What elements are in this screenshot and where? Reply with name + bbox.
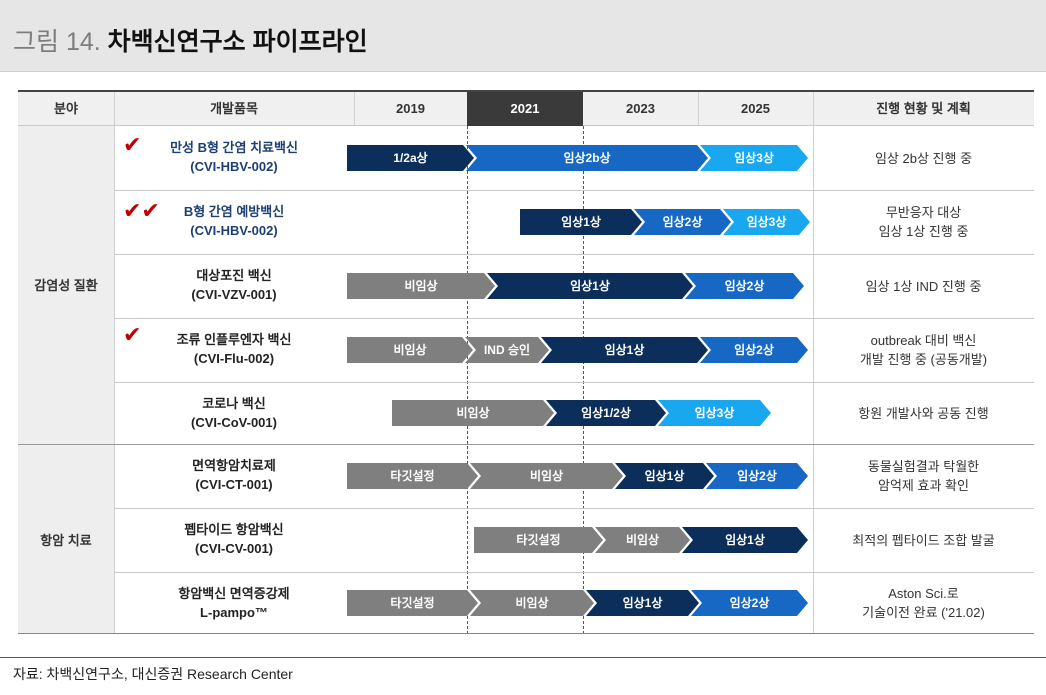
stage-bar: 임상1상 xyxy=(615,463,714,489)
stage-bar: 비임상 xyxy=(595,527,690,553)
category-divider xyxy=(18,444,1034,445)
source-note: 자료: 차백신연구소, 대신증권 Research Center xyxy=(13,666,293,682)
stage-bar: 타깃설정 xyxy=(347,463,478,489)
item-code: (CVI-CV-001) xyxy=(194,541,274,556)
header-year-2023: 2023 xyxy=(626,101,655,116)
stage-bar: 임상1상 xyxy=(487,273,693,299)
figure-number: 그림 14. xyxy=(13,28,101,56)
status-line: 임상 1상 진행 중 xyxy=(878,224,969,239)
item-label: 펩타이드 항암백신 xyxy=(184,522,284,537)
stage-bar: 비임상 xyxy=(392,400,554,426)
pipeline-item-name: 대상포진 백신 (CVI-VZV-001) xyxy=(114,266,354,304)
status-line: Aston Sci.로 xyxy=(888,586,959,601)
item-code: (CVI-CoV-001) xyxy=(191,415,277,430)
item-code: (CVI-VZV-001) xyxy=(191,287,277,302)
progress-status: 임상 1상 IND 진행 중 xyxy=(813,277,1034,296)
status-line: 임상 1상 IND 진행 중 xyxy=(865,278,982,294)
status-line: 임상 2b상 진행 중 xyxy=(874,150,973,166)
item-label: 면역항암치료제 xyxy=(192,458,276,473)
stage-bar: 임상2상 xyxy=(685,273,804,299)
pipeline-item-name: 코로나 백신 (CVI-CoV-001) xyxy=(114,394,354,432)
check-mark-icon: ✔ xyxy=(123,132,142,157)
stage-bar: 비임상 xyxy=(470,463,623,489)
stage-bar: 비임상 xyxy=(347,273,495,299)
item-label: 코로나 백신 xyxy=(202,396,266,411)
figure-title: 그림 14. 차백신연구소 파이프라인 xyxy=(13,22,368,58)
status-line: 최적의 펩타이드 조합 발굴 xyxy=(852,532,995,548)
pipeline-item-name: 면역항암치료제 (CVI-CT-001) xyxy=(114,456,354,494)
item-code: L-pampo™ xyxy=(200,605,268,620)
header-status: 진행 현황 및 계획 xyxy=(876,101,971,116)
stage-bar: 임상3상 xyxy=(658,400,771,426)
status-line: 개발 진행 중 (공동개발) xyxy=(859,352,988,367)
stage-bar: 1/2a상 xyxy=(347,145,474,171)
header-year-2019: 2019 xyxy=(396,101,425,116)
item-label: 조류 인플루엔자 백신 xyxy=(176,332,292,347)
stage-bar: 임상1상 xyxy=(682,527,808,553)
category-label-oncology: 항암 치료 xyxy=(40,533,92,548)
status-line: 암억제 효과 확인 xyxy=(878,478,969,493)
stage-bar: 임상3상 xyxy=(723,209,810,235)
category-oncology xyxy=(18,444,114,634)
table-header: 분야 개발품목 2019 2021 2023 2025 진행 현황 및 계획 xyxy=(18,90,1034,126)
year-2021-marker xyxy=(467,126,468,634)
pipeline-item-name: B형 간염 예방백신 (CVI-HBV-002) xyxy=(114,202,354,240)
category-label-infectious: 감염성 질환 xyxy=(34,278,98,293)
pipeline-item-name: 만성 B형 간염 치료백신 (CVI-HBV-002) xyxy=(114,138,354,176)
stage-bar: 임상1상 xyxy=(586,590,699,616)
stage-bar: 임상2상 xyxy=(634,209,731,235)
stage-bar: 임상2상 xyxy=(691,590,808,616)
stage-bar: 타깃설정 xyxy=(347,590,478,616)
status-line: 무반응자 대상 xyxy=(885,205,962,220)
header-year-2021: 2021 xyxy=(467,92,583,126)
stage-bar: IND 승인 xyxy=(465,337,549,363)
status-line: outbreak 대비 백신 xyxy=(870,333,977,348)
pipeline-table: 감염성 질환 항암 치료 만성 B형 간염 치료백신 (CVI-HBV-002) ✔… xyxy=(18,126,1034,634)
header-item: 개발품목 xyxy=(210,101,258,116)
figure-main-title: 차백신연구소 파이프라인 xyxy=(107,28,368,56)
item-label: 만성 B형 간염 치료백신 xyxy=(170,140,298,155)
check-mark-icon: ✔✔ xyxy=(123,198,160,223)
year-2023-marker xyxy=(583,126,584,634)
progress-status: 임상 2b상 진행 중 xyxy=(813,149,1034,168)
stage-bar: 임상3상 xyxy=(700,145,808,171)
pipeline-item-name: 항암백신 면역증강제 L-pampo™ xyxy=(114,584,354,622)
item-label: B형 간염 예방백신 xyxy=(183,204,285,219)
progress-status: 최적의 펩타이드 조합 발굴 xyxy=(813,531,1034,550)
item-label: 대상포진 백신 xyxy=(196,268,272,283)
stage-bar: 임상1상 xyxy=(520,209,642,235)
item-label: 항암백신 면역증강제 xyxy=(178,586,290,601)
check-mark-icon: ✔ xyxy=(123,322,142,347)
header-year-2025: 2025 xyxy=(741,101,770,116)
stage-bar: 타깃설정 xyxy=(474,527,603,553)
status-line: 기술이전 완료 ('21.02) xyxy=(862,605,985,620)
stage-bar: 임상1상 xyxy=(541,337,708,363)
footer-divider xyxy=(0,657,1046,658)
status-line: 동물실험결과 탁월한 xyxy=(867,459,980,474)
header-field: 분야 xyxy=(54,101,78,116)
progress-status: 항원 개발사와 공동 진행 xyxy=(813,404,1034,423)
category-infectious xyxy=(18,126,114,444)
stage-bar: 비임상 xyxy=(347,337,473,363)
item-code: (CVI-Flu-002) xyxy=(193,351,275,366)
stage-bar: 임상2상 xyxy=(700,337,808,363)
item-code: (CVI-HBV-002) xyxy=(190,223,278,238)
status-line: 항원 개발사와 공동 진행 xyxy=(858,405,989,421)
stage-bar: 임상2상 xyxy=(706,463,808,489)
stage-bar: 임상2b상 xyxy=(466,145,708,171)
item-code: (CVI-CT-001) xyxy=(195,477,273,492)
stage-bar: 비임상 xyxy=(470,590,594,616)
title-bar: 그림 14. 차백신연구소 파이프라인 xyxy=(0,0,1046,72)
item-code: (CVI-HBV-002) xyxy=(190,159,278,174)
stage-bar: 임상1/2상 xyxy=(546,400,666,426)
pipeline-item-name: 조류 인플루엔자 백신 (CVI-Flu-002) xyxy=(114,330,354,368)
pipeline-item-name: 펩타이드 항암백신 (CVI-CV-001) xyxy=(114,520,354,558)
